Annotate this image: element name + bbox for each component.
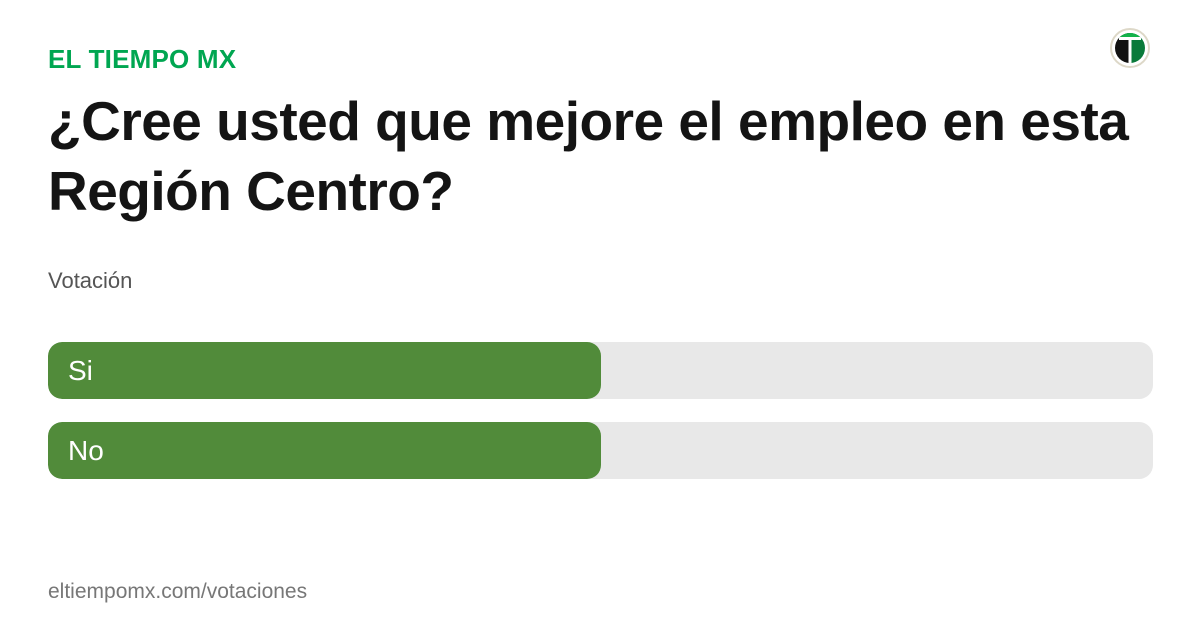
poll-option-fill (48, 422, 601, 479)
poll-subtitle: Votación (48, 268, 133, 293)
footer-url[interactable]: eltiempomx.com/votaciones (48, 580, 308, 603)
brand-name: EL TIEMPO MX (48, 44, 237, 74)
poll-option-label: Si (68, 355, 93, 386)
poll-option-si[interactable]: Si (48, 342, 1153, 399)
poll-option-fill (48, 342, 601, 399)
poll-option-no[interactable]: No (48, 422, 1153, 479)
poll-question: ¿Cree usted que mejore el empleo en esta… (48, 90, 1129, 222)
el-tiempo-logo-icon (1110, 28, 1150, 68)
poll-option-label: No (68, 435, 104, 466)
